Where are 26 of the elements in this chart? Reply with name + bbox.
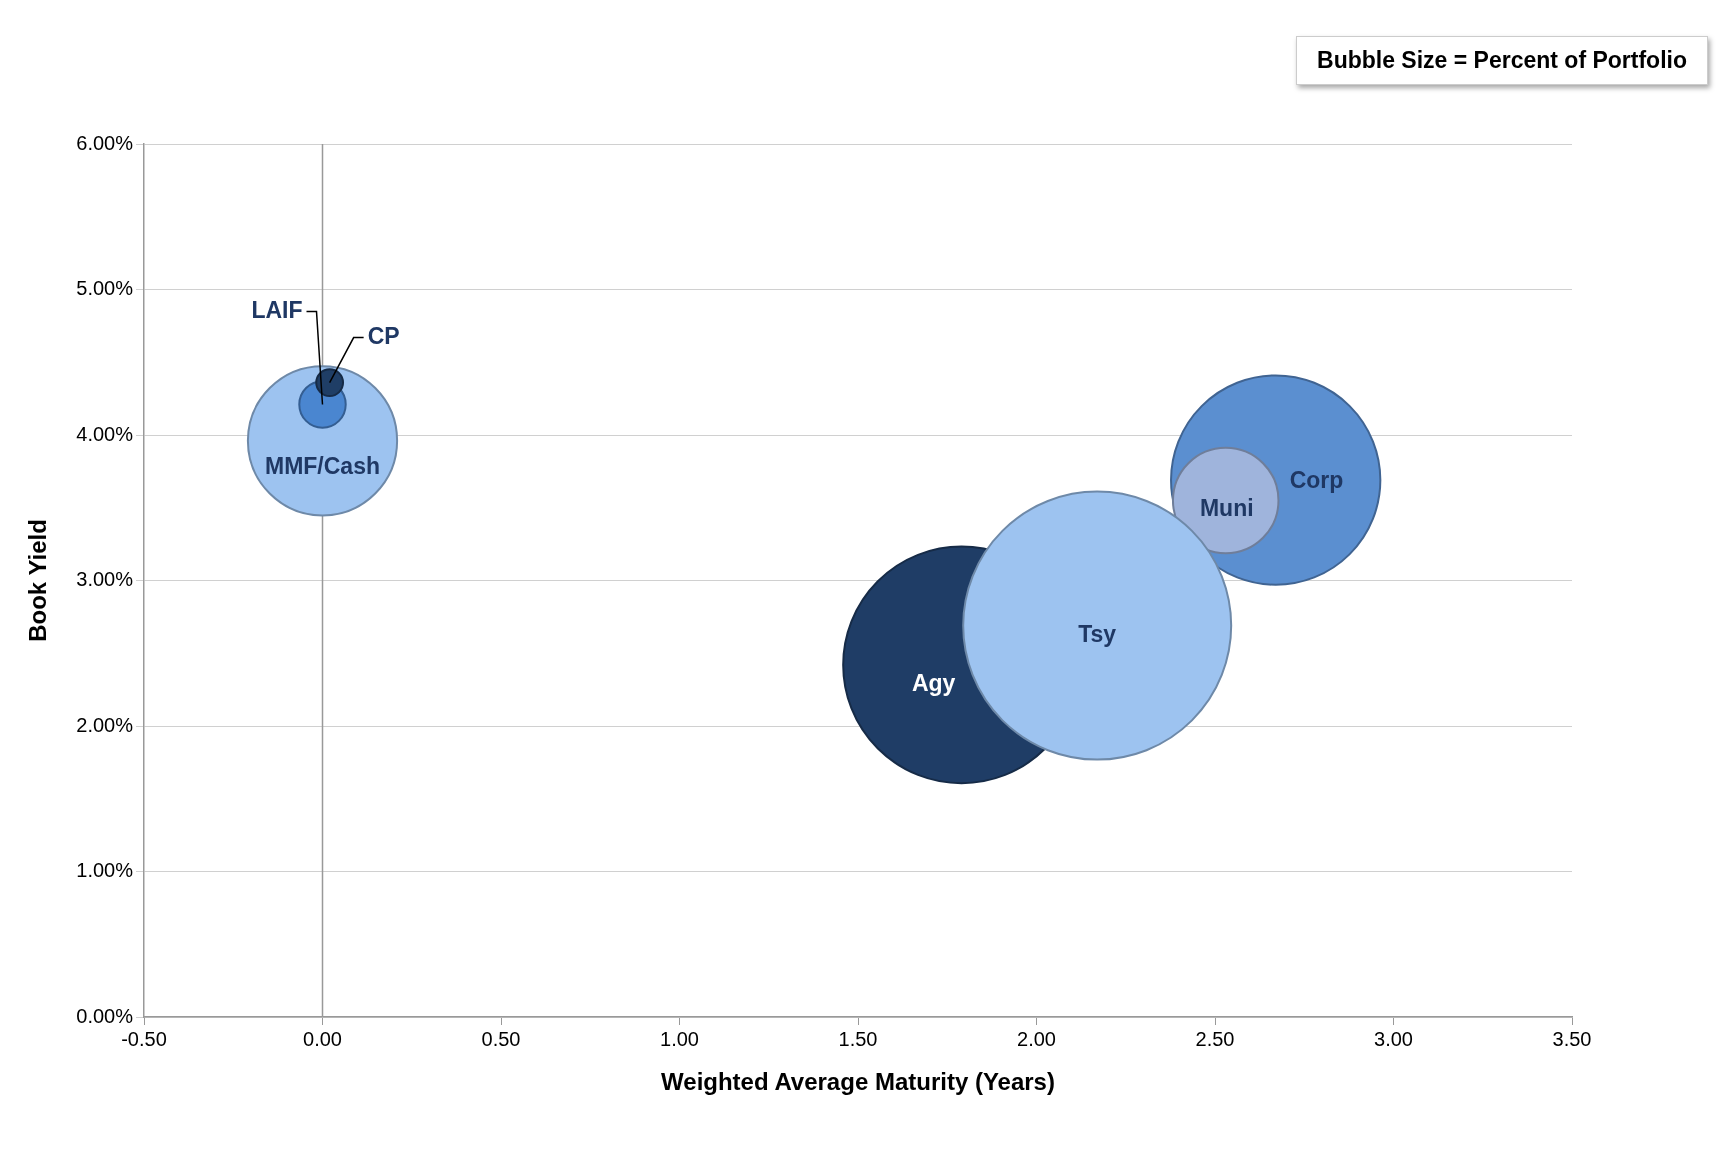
x-tick-label: 1.00 (660, 1027, 699, 1050)
y-tick-label: 5.00% (76, 277, 134, 300)
x-tick-label: 3.50 (1552, 1027, 1592, 1050)
x-tick-label: 0.50 (481, 1027, 521, 1050)
x-tick-label: 0.00 (303, 1027, 342, 1050)
series-label: Muni (1199, 494, 1254, 521)
x-axis-title: Weighted Average Maturity (Years) (661, 1068, 1055, 1096)
y-tick-label: 6.00% (76, 131, 134, 154)
x-tick-label: 1.50 (838, 1027, 878, 1050)
series-label: Tsy (1078, 620, 1117, 647)
text: LAIF (251, 296, 303, 323)
y-tick-label: 1.00% (76, 859, 134, 882)
series-label: Agy (911, 670, 956, 697)
y-tick-label: 0.00% (76, 1004, 134, 1027)
y-tick-label: 3.00% (76, 568, 134, 591)
text: Bubble Size = Percent of Portfolio (1296, 36, 1708, 85)
y-tick-label: 2.00% (76, 713, 134, 736)
x-tick-label: -0.50 (121, 1027, 167, 1050)
series-label: MMF/Cash (265, 453, 380, 479)
y-tick-label: 4.00% (76, 422, 134, 445)
x-tick-label: 2.00 (1017, 1027, 1056, 1050)
series-label: Corp (1289, 466, 1344, 493)
y-axis-title: Book Yield (23, 519, 51, 642)
x-tick-label: 2.50 (1195, 1027, 1235, 1050)
series-label: CP (367, 322, 400, 349)
x-tick-label: 3.00 (1374, 1027, 1413, 1050)
